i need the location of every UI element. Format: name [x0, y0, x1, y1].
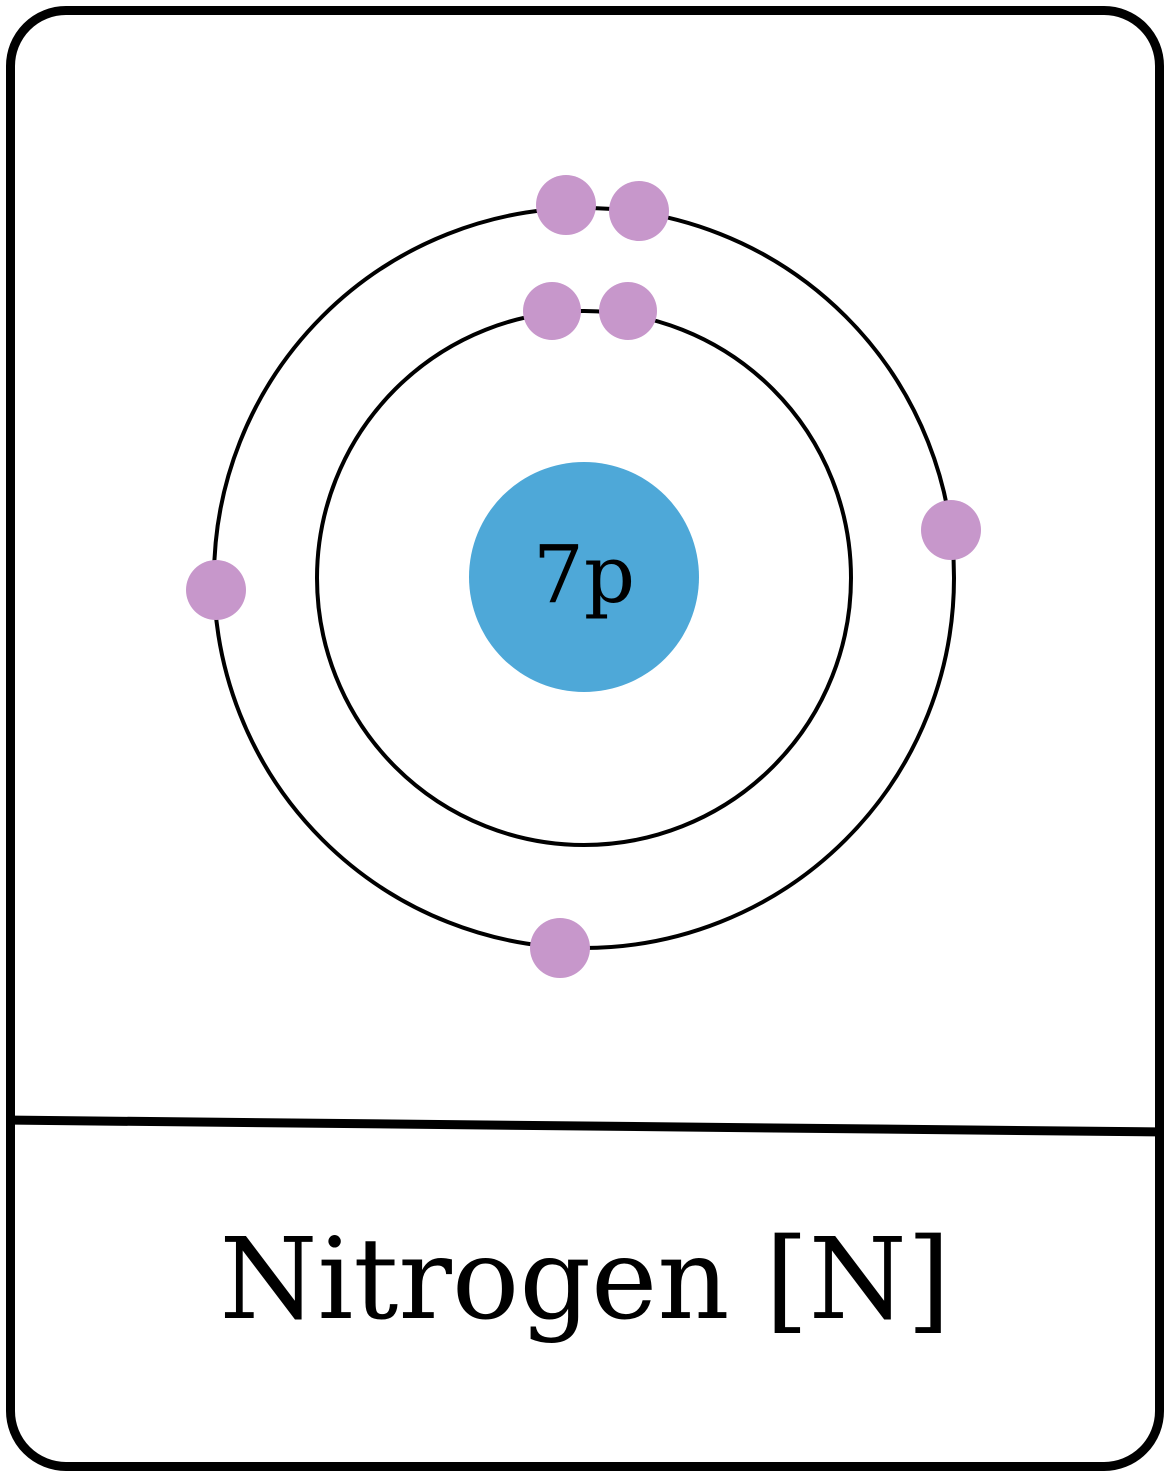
inner-shell-orbit [315, 309, 853, 847]
electron-shell-2 [609, 181, 669, 241]
electron-shell-2 [186, 560, 246, 620]
electron-shell-2 [921, 500, 981, 560]
element-name-label: Nitrogen [N] [219, 1215, 951, 1345]
electron-shell-2 [536, 175, 596, 235]
electron-shell-2 [530, 918, 590, 978]
electron-shell-1 [523, 282, 581, 340]
element-card: 7p Nitrogen [N] [6, 6, 1164, 1471]
divider-line [15, 1115, 1155, 1137]
bohr-model-diagram: 7p [15, 175, 1155, 1137]
nucleus [469, 462, 699, 692]
nucleus-label: 7p [533, 528, 635, 621]
electron-shell-1 [599, 282, 657, 340]
